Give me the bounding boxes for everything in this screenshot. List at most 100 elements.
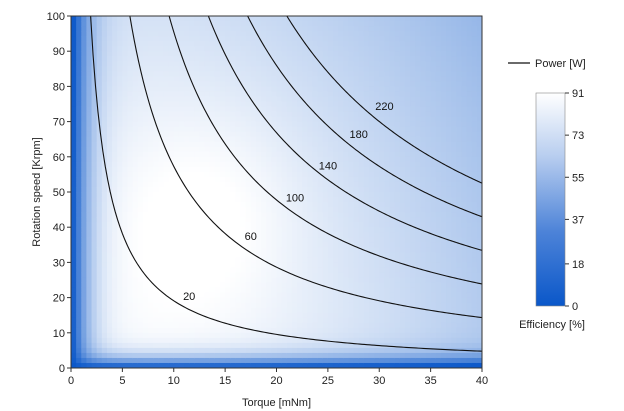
heatmap-cell bbox=[245, 116, 252, 123]
heatmap-cell bbox=[194, 76, 201, 82]
heatmap-cell bbox=[384, 66, 391, 72]
heatmap-cell bbox=[394, 131, 401, 138]
heatmap-cell bbox=[117, 297, 123, 304]
heatmap-cell bbox=[112, 176, 118, 183]
heatmap-cell bbox=[327, 176, 334, 183]
heatmap-cell bbox=[122, 31, 129, 37]
heatmap-cell bbox=[281, 171, 288, 178]
heatmap-cell bbox=[399, 342, 406, 349]
heatmap-cell bbox=[404, 272, 411, 279]
heatmap-cell bbox=[106, 116, 113, 123]
heatmap-cell bbox=[394, 21, 401, 27]
heatmap-cell bbox=[194, 96, 201, 103]
heatmap-cell bbox=[225, 26, 231, 32]
heatmap-cell bbox=[153, 71, 159, 77]
heatmap-cell bbox=[430, 26, 437, 32]
heatmap-cell bbox=[430, 76, 437, 82]
heatmap-cell bbox=[122, 181, 129, 188]
heatmap-cell bbox=[189, 322, 195, 329]
heatmap-cell bbox=[71, 342, 77, 349]
heatmap-cell bbox=[168, 362, 175, 368]
heatmap-cell bbox=[76, 156, 82, 163]
heatmap-cell bbox=[127, 61, 134, 67]
heatmap-cell bbox=[214, 362, 221, 368]
heatmap-cell bbox=[106, 287, 113, 294]
heatmap-cell bbox=[348, 257, 355, 263]
heatmap-cell bbox=[261, 302, 267, 309]
heatmap-cell bbox=[363, 171, 370, 178]
heatmap-cell bbox=[333, 36, 339, 42]
heatmap-cell bbox=[153, 222, 159, 228]
heatmap-cell bbox=[214, 232, 221, 238]
heatmap-cell bbox=[127, 131, 134, 138]
heatmap-cell bbox=[399, 317, 406, 324]
heatmap-cell bbox=[230, 207, 236, 213]
heatmap-cell bbox=[189, 242, 195, 248]
heatmap-cell bbox=[404, 307, 411, 314]
heatmap-cell bbox=[158, 317, 165, 324]
heatmap-cell bbox=[312, 207, 319, 213]
heatmap-cell bbox=[158, 237, 165, 243]
heatmap-cell bbox=[281, 267, 288, 274]
heatmap-cell bbox=[132, 126, 139, 133]
heatmap-cell bbox=[153, 352, 159, 359]
heatmap-cell bbox=[255, 46, 262, 52]
heatmap-cell bbox=[194, 21, 201, 27]
heatmap-cell bbox=[430, 181, 437, 188]
heatmap-cell bbox=[199, 272, 206, 279]
heatmap-cell bbox=[81, 297, 88, 304]
heatmap-cell bbox=[363, 146, 370, 153]
heatmap-cell bbox=[394, 207, 401, 213]
heatmap-cell bbox=[76, 207, 82, 213]
heatmap-cell bbox=[410, 232, 416, 238]
heatmap-cell bbox=[204, 186, 211, 193]
heatmap-cell bbox=[168, 357, 175, 364]
heatmap-cell bbox=[86, 46, 93, 52]
heatmap-cell bbox=[106, 227, 113, 233]
heatmap-cell bbox=[333, 227, 339, 233]
heatmap-cell bbox=[415, 186, 421, 193]
heatmap-cell bbox=[209, 257, 216, 263]
heatmap-cell bbox=[302, 252, 308, 258]
heatmap-cell bbox=[410, 76, 416, 82]
heatmap-cell bbox=[189, 207, 195, 213]
heatmap-cell bbox=[245, 342, 252, 349]
heatmap-cell bbox=[291, 91, 298, 98]
heatmap-cell bbox=[209, 327, 216, 334]
heatmap-cell bbox=[404, 292, 411, 299]
heatmap-cell bbox=[194, 322, 201, 329]
heatmap-cell bbox=[333, 136, 339, 143]
heatmap-cell bbox=[415, 81, 421, 87]
heatmap-cell bbox=[379, 186, 385, 193]
heatmap-cell bbox=[363, 36, 370, 42]
heatmap-cell bbox=[91, 272, 98, 279]
heatmap-cell bbox=[286, 71, 293, 77]
heatmap-cell bbox=[91, 36, 98, 42]
heatmap-cell bbox=[106, 322, 113, 329]
heatmap-cell bbox=[81, 186, 88, 193]
heatmap-cell bbox=[209, 131, 216, 138]
heatmap-cell bbox=[266, 342, 272, 349]
heatmap-cell bbox=[338, 131, 344, 138]
heatmap-cell bbox=[430, 166, 437, 173]
heatmap-cell bbox=[163, 297, 170, 304]
heatmap-cell bbox=[266, 312, 272, 319]
heatmap-cell bbox=[363, 247, 370, 253]
heatmap-cell bbox=[430, 186, 437, 193]
heatmap-cell bbox=[353, 227, 360, 233]
heatmap-cell bbox=[389, 96, 396, 103]
heatmap-cell bbox=[86, 26, 93, 32]
heatmap-cell bbox=[374, 31, 380, 37]
heatmap-cell bbox=[389, 272, 396, 279]
heatmap-cell bbox=[235, 16, 242, 22]
heatmap-cell bbox=[91, 166, 98, 173]
heatmap-cell bbox=[173, 96, 180, 103]
heatmap-cell bbox=[91, 262, 98, 269]
heatmap-cell bbox=[435, 136, 442, 143]
heatmap-cell bbox=[240, 192, 247, 198]
heatmap-cell bbox=[302, 287, 308, 294]
heatmap-cell bbox=[384, 171, 391, 178]
heatmap-cell bbox=[214, 227, 221, 233]
heatmap-cell bbox=[137, 297, 144, 304]
heatmap-cell bbox=[271, 307, 278, 314]
